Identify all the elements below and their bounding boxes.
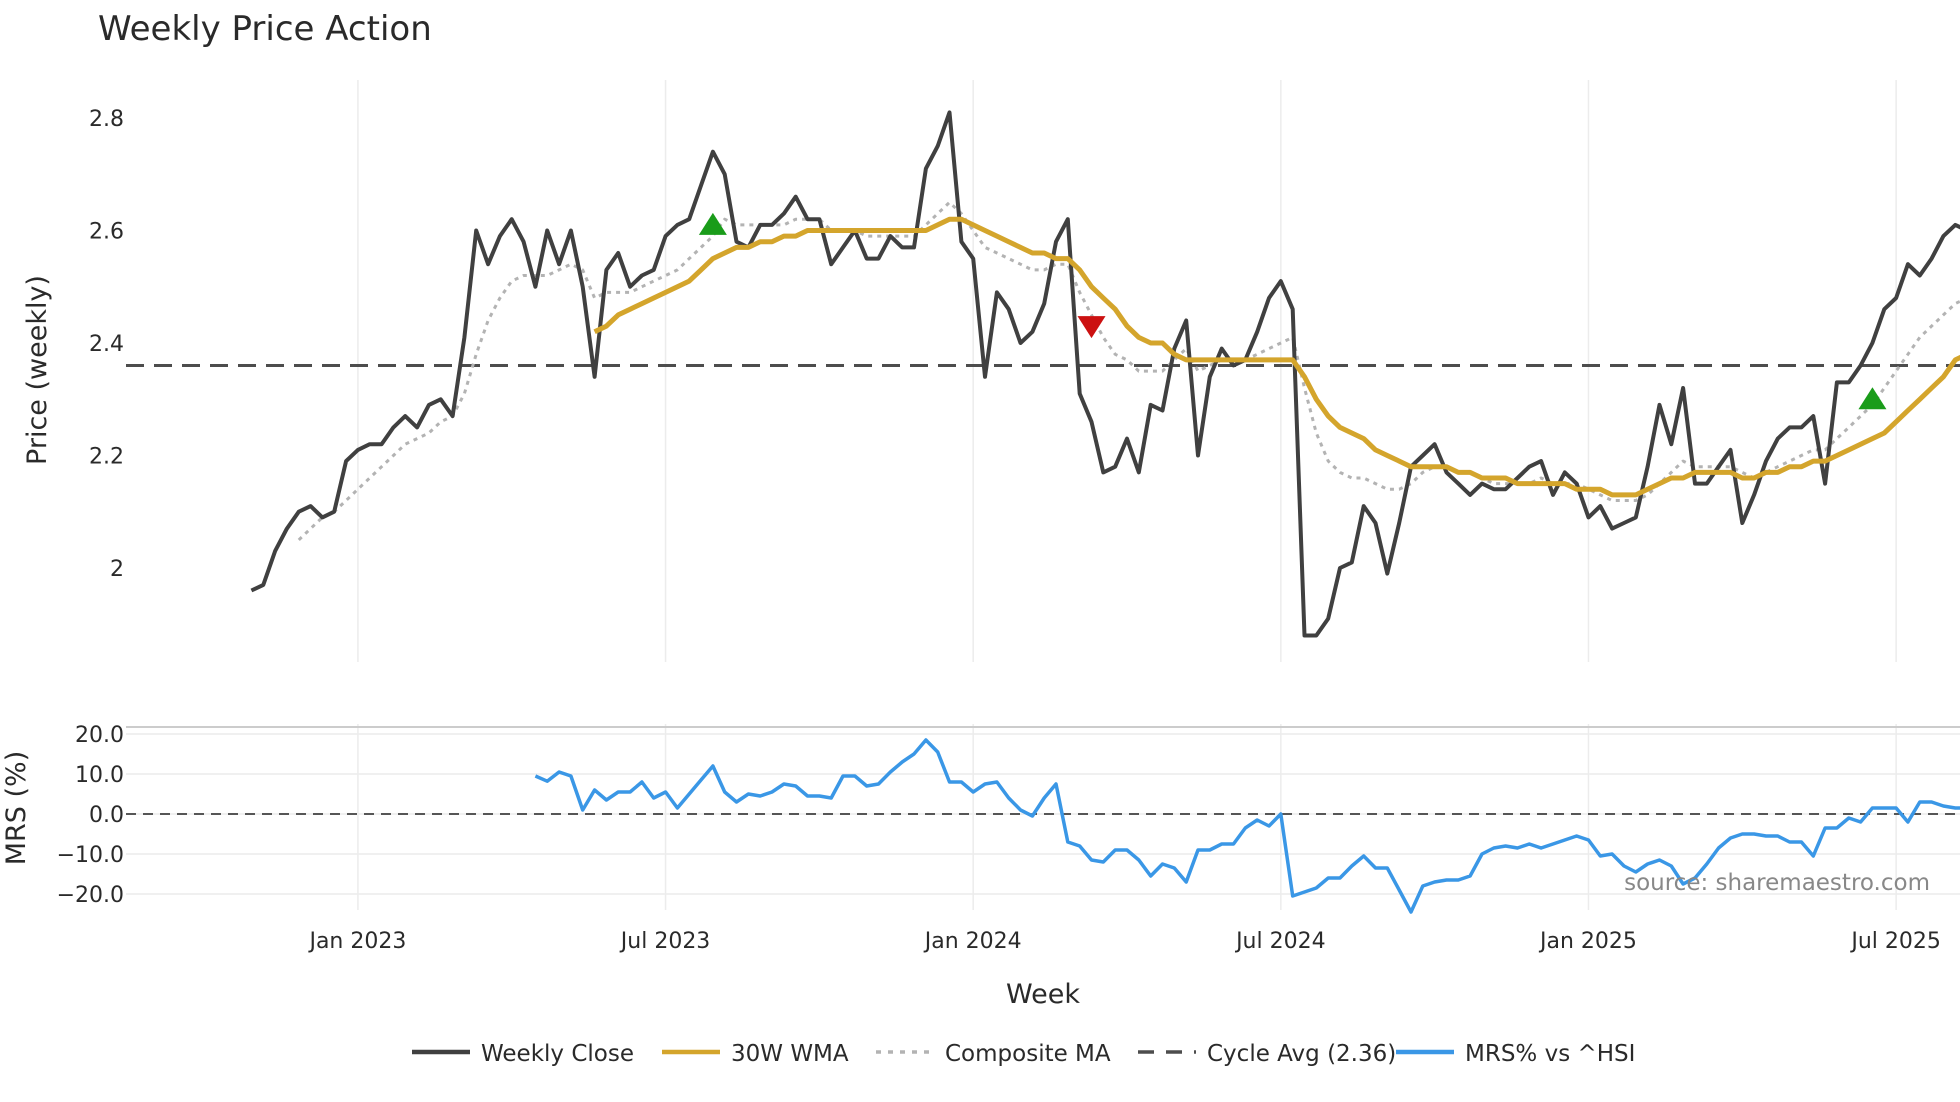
mrs-y-tick: −20.0 [57, 883, 124, 908]
composite-ma-line [297, 200, 1960, 541]
price-y-tick: 2 [110, 557, 124, 582]
mrs-y-tick: 0.0 [89, 803, 124, 828]
price-y-tick: 2.6 [89, 220, 124, 245]
legend: Weekly Close 30W WMA Composite MA Cycle Avg… [412, 1041, 1635, 1067]
legend-label: Composite MA [945, 1041, 1111, 1067]
reference-lines [126, 364, 1960, 815]
x-axis-title: Week [1006, 979, 1080, 1010]
price-y-tick: 2.8 [89, 107, 124, 132]
price-axis-title: Price (weekly) [22, 275, 53, 465]
price-y-tick: 2.4 [89, 332, 124, 357]
grid-layer [126, 80, 1960, 910]
buy-signal-marker [698, 212, 727, 235]
tick-labels: Jan 2023 Jul 2023 Jan 2024 Jul 2024 Jan 2025… [57, 107, 1941, 954]
price-y-tick: 2.2 [89, 445, 124, 470]
legend-label: Cycle Avg (2.36) [1207, 1041, 1396, 1067]
mrs-y-tick: 10.0 [75, 763, 124, 788]
legend-label: Weekly Close [481, 1041, 634, 1067]
x-tick-label: Jan 2023 [307, 929, 406, 954]
x-tick-label: Jan 2025 [1538, 929, 1637, 954]
x-tick-label: Jul 2025 [1849, 929, 1941, 954]
x-tick-label: Jan 2024 [923, 929, 1022, 954]
chart-title: Weekly Price Action [98, 9, 432, 49]
source-note: source: sharemaestro.com [1624, 870, 1930, 896]
series-layer [250, 110, 1960, 914]
mrs-y-tick: −10.0 [57, 843, 124, 868]
mrs-y-tick: 20.0 [75, 723, 124, 748]
x-tick-label: Jul 2024 [1234, 929, 1326, 954]
mrs-axis-title: MRS (%) [1, 751, 32, 866]
buy-signal-marker [1858, 387, 1887, 410]
weekly-close-line [250, 110, 1960, 638]
sell-signal-marker [1077, 316, 1106, 339]
legend-label: MRS% vs ^HSI [1465, 1041, 1635, 1067]
x-tick-label: Jul 2023 [619, 929, 711, 954]
legend-label: 30W WMA [731, 1041, 849, 1067]
wma-30w-line [593, 216, 1960, 498]
signal-markers [698, 212, 1887, 410]
mrs-line [534, 738, 1960, 914]
